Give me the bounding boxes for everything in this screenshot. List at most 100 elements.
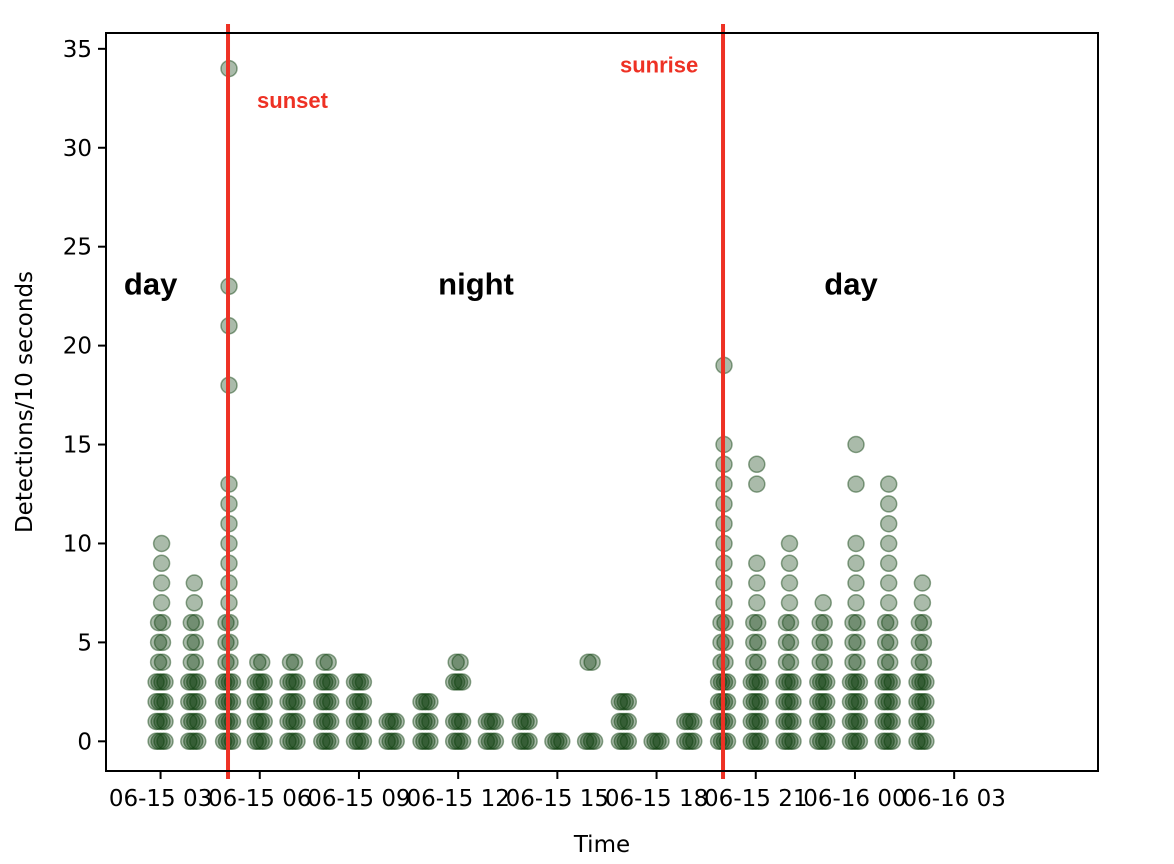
- data-point: [879, 475, 898, 493]
- period-label: night: [438, 266, 514, 301]
- data-point: [748, 554, 766, 573]
- data-point: [781, 673, 799, 691]
- x-tick-label: 06-15 03: [109, 786, 212, 812]
- data-point: [387, 732, 405, 751]
- data-point: [613, 693, 632, 711]
- data-point: [876, 633, 895, 652]
- data-point: [880, 633, 899, 652]
- data-point: [553, 732, 571, 751]
- data-points: [147, 59, 935, 751]
- data-point: [183, 712, 201, 731]
- data-point: [880, 653, 899, 671]
- data-point: [279, 712, 297, 731]
- data-point: [742, 732, 761, 751]
- data-point: [841, 693, 860, 711]
- data-point: [447, 732, 466, 751]
- data-point: [775, 712, 793, 731]
- data-point: [784, 732, 802, 751]
- data-point: [809, 732, 827, 751]
- data-point: [180, 693, 198, 711]
- data-point: [183, 693, 201, 711]
- x-tick-label: 06-15 09: [307, 786, 410, 812]
- data-point: [246, 693, 265, 711]
- data-point: [780, 574, 799, 592]
- data-point: [182, 653, 201, 671]
- data-point: [879, 495, 898, 513]
- data-point: [815, 653, 833, 671]
- data-point: [877, 712, 895, 731]
- data-point: [850, 732, 869, 751]
- data-point: [321, 693, 340, 711]
- data-point: [180, 673, 198, 691]
- data-point: [844, 712, 863, 731]
- y-tick-label: 5: [77, 630, 92, 656]
- data-point: [550, 732, 568, 751]
- data-point: [784, 693, 802, 711]
- data-point: [880, 712, 898, 731]
- data-point: [847, 534, 865, 553]
- data-point: [183, 673, 201, 691]
- data-point: [748, 712, 766, 731]
- data-point: [282, 712, 300, 731]
- data-point: [378, 732, 396, 751]
- data-point: [844, 633, 862, 652]
- data-point: [914, 653, 933, 671]
- data-point: [751, 673, 769, 691]
- data-point: [610, 712, 629, 731]
- data-point: [520, 712, 538, 731]
- data-point: [180, 732, 198, 751]
- data-point: [781, 653, 800, 671]
- data-point: [156, 673, 174, 691]
- data-point: [844, 613, 862, 632]
- data-point: [879, 594, 898, 612]
- data-point: [444, 712, 463, 731]
- data-point: [315, 712, 334, 731]
- data-point: [817, 732, 836, 751]
- data-point: [186, 633, 205, 652]
- data-point: [879, 574, 898, 592]
- data-point: [185, 574, 204, 592]
- data-point: [914, 693, 932, 711]
- data-point: [313, 673, 331, 691]
- data-point: [619, 693, 638, 711]
- data-point: [879, 534, 898, 553]
- data-point: [351, 673, 370, 691]
- data-point: [149, 613, 168, 632]
- data-point: [288, 712, 306, 731]
- data-point: [917, 673, 935, 691]
- data-point: [914, 673, 932, 691]
- data-point: [613, 712, 632, 731]
- data-point: [646, 732, 664, 751]
- data-point: [745, 633, 763, 652]
- data-point: [348, 693, 367, 711]
- y-axis-title: Detections/10 seconds: [12, 271, 38, 533]
- x-axis-title: Time: [573, 832, 630, 858]
- data-point: [876, 653, 895, 671]
- y-tick-label: 30: [63, 136, 92, 162]
- data-point: [748, 455, 766, 474]
- data-point: [610, 732, 629, 751]
- data-point: [850, 673, 869, 691]
- data-point: [182, 613, 201, 632]
- data-point: [643, 732, 661, 751]
- data-point: [745, 653, 763, 671]
- period-label: day: [824, 266, 878, 301]
- data-point: [682, 712, 700, 731]
- data-point: [351, 712, 370, 731]
- data-point: [742, 673, 761, 691]
- data-point: [748, 673, 766, 691]
- data-point: [685, 732, 703, 751]
- data-point: [811, 712, 830, 731]
- data-point: [847, 594, 865, 612]
- data-point: [255, 712, 273, 731]
- data-point: [412, 693, 430, 711]
- data-point: [249, 653, 267, 671]
- data-point: [152, 574, 171, 592]
- data-point: [880, 613, 899, 632]
- y-tick-label: 0: [77, 729, 92, 755]
- data-point: [153, 673, 171, 691]
- data-point: [152, 594, 171, 612]
- data-point: [246, 673, 265, 691]
- data-point: [676, 712, 694, 731]
